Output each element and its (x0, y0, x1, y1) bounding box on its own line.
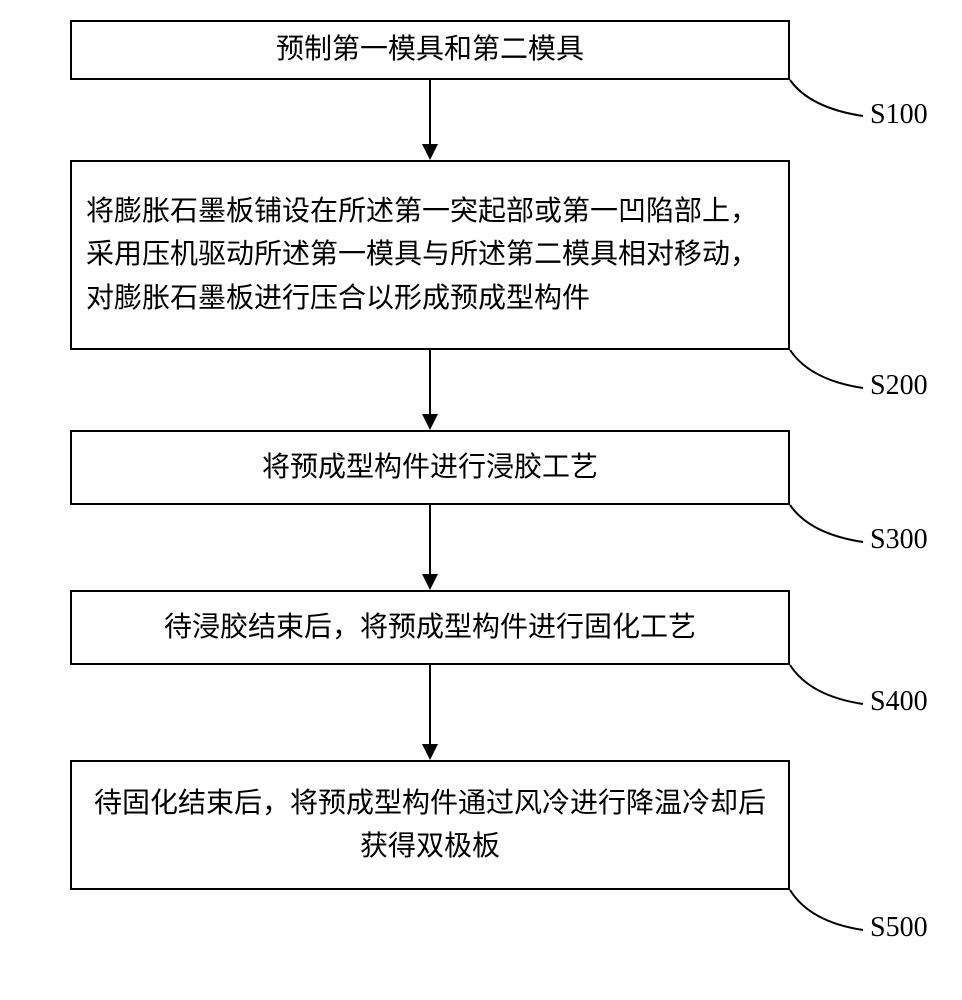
step-s200-box: 将膨胀石墨板铺设在所述第一突起部或第一凹陷部上，采用压机驱动所述第一模具与所述第… (70, 160, 790, 350)
step-s300-box: 将预成型构件进行浸胶工艺 (70, 430, 790, 505)
step-s300-text: 将预成型构件进行浸胶工艺 (262, 446, 598, 489)
step-s100-text: 预制第一模具和第二模具 (276, 28, 584, 71)
step-s400-label: S400 (870, 686, 928, 718)
step-s200-text: 将膨胀石墨板铺设在所述第一突起部或第一凹陷部上，采用压机驱动所述第一模具与所述第… (86, 190, 774, 320)
step-s500-text: 待固化结束后，将预成型构件通过风冷进行降温冷却后获得双极板 (86, 782, 774, 869)
flowchart-canvas: 预制第一模具和第二模具 将膨胀石墨板铺设在所述第一突起部或第一凹陷部上，采用压机… (0, 0, 962, 1000)
step-s200-label: S200 (870, 370, 928, 402)
step-s300-label: S300 (870, 524, 928, 556)
step-s100-label: S100 (870, 99, 928, 131)
step-s400-box: 待浸胶结束后，将预成型构件进行固化工艺 (70, 590, 790, 665)
step-s100-box: 预制第一模具和第二模具 (70, 20, 790, 80)
step-s500-label: S500 (870, 912, 928, 944)
step-s500-box: 待固化结束后，将预成型构件通过风冷进行降温冷却后获得双极板 (70, 760, 790, 890)
step-s400-text: 待浸胶结束后，将预成型构件进行固化工艺 (164, 606, 696, 649)
